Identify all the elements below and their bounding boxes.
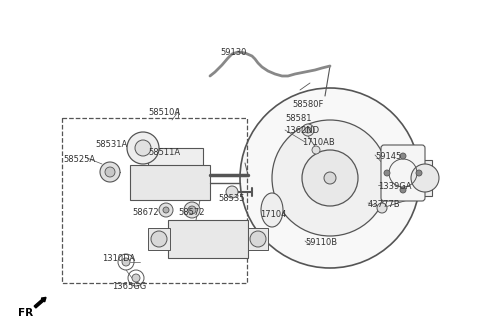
Circle shape xyxy=(305,127,311,133)
Circle shape xyxy=(240,88,420,268)
Text: 17104: 17104 xyxy=(260,210,287,219)
Text: 58535: 58535 xyxy=(218,194,244,203)
Circle shape xyxy=(105,167,115,177)
Circle shape xyxy=(100,162,120,182)
Circle shape xyxy=(400,153,406,159)
Circle shape xyxy=(122,258,130,266)
Ellipse shape xyxy=(261,193,283,227)
FancyBboxPatch shape xyxy=(168,220,248,258)
Circle shape xyxy=(163,207,169,213)
Text: 59145: 59145 xyxy=(375,152,401,161)
Bar xyxy=(410,160,432,196)
Text: 58581: 58581 xyxy=(285,114,312,123)
Text: 59110B: 59110B xyxy=(305,238,337,247)
Circle shape xyxy=(135,140,151,156)
FancyBboxPatch shape xyxy=(148,148,203,188)
Text: 1310DA: 1310DA xyxy=(102,254,135,263)
Circle shape xyxy=(312,146,320,154)
FancyBboxPatch shape xyxy=(381,145,425,201)
Text: 1710AB: 1710AB xyxy=(302,138,335,147)
Text: FR: FR xyxy=(18,308,33,318)
Text: 1339GA: 1339GA xyxy=(378,182,411,191)
FancyBboxPatch shape xyxy=(148,228,170,250)
FancyArrow shape xyxy=(34,297,46,308)
Circle shape xyxy=(377,203,387,213)
Circle shape xyxy=(416,170,422,176)
Text: 58672: 58672 xyxy=(132,208,158,217)
Circle shape xyxy=(127,132,159,164)
Bar xyxy=(62,118,247,283)
Circle shape xyxy=(159,203,173,217)
Text: 58511A: 58511A xyxy=(148,148,180,157)
Circle shape xyxy=(302,124,314,136)
FancyBboxPatch shape xyxy=(130,165,210,200)
Text: 59130: 59130 xyxy=(220,48,246,57)
Circle shape xyxy=(324,172,336,184)
Circle shape xyxy=(132,274,140,282)
FancyBboxPatch shape xyxy=(248,228,268,250)
Circle shape xyxy=(151,231,167,247)
Circle shape xyxy=(250,231,266,247)
Text: 58572: 58572 xyxy=(178,208,204,217)
Circle shape xyxy=(272,120,388,236)
Circle shape xyxy=(302,150,358,206)
Text: 58525A: 58525A xyxy=(63,155,95,164)
Circle shape xyxy=(400,187,406,193)
Text: 58531A: 58531A xyxy=(95,140,127,149)
Circle shape xyxy=(226,186,238,198)
Circle shape xyxy=(188,206,196,214)
Text: 58580F: 58580F xyxy=(292,100,324,109)
Circle shape xyxy=(411,164,439,192)
Circle shape xyxy=(384,170,390,176)
Circle shape xyxy=(184,202,200,218)
Text: 1365GG: 1365GG xyxy=(112,282,146,291)
Text: 1362ND: 1362ND xyxy=(285,126,319,135)
Text: 43777B: 43777B xyxy=(368,200,401,209)
Text: 58510A: 58510A xyxy=(148,108,180,117)
